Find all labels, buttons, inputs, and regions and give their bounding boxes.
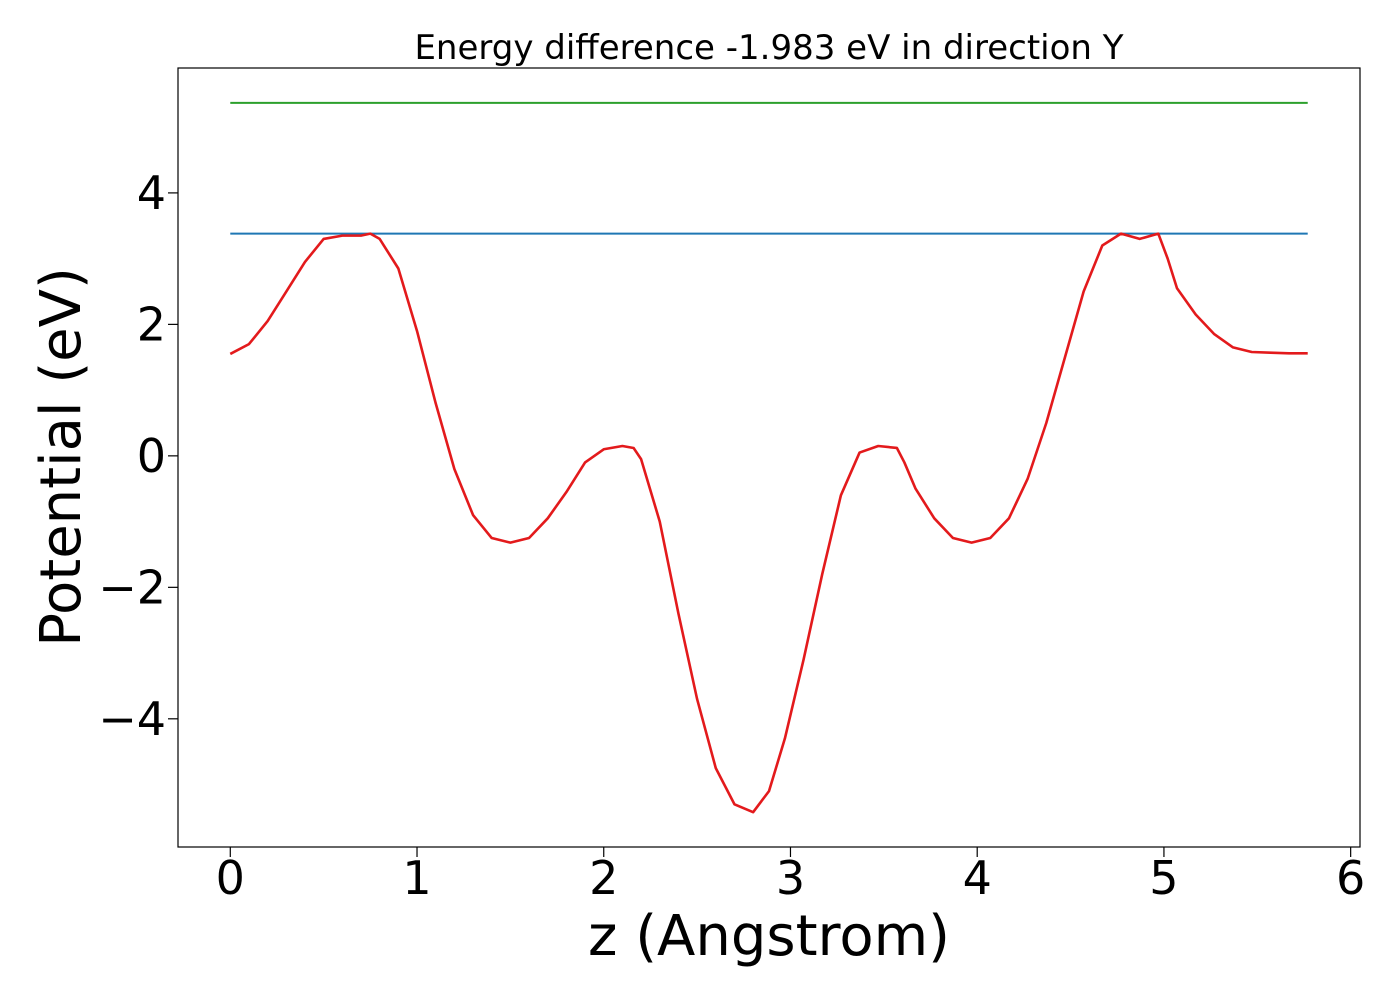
x-tick-label: 4 [963,851,992,905]
x-tick-label: 6 [1336,851,1365,905]
series-line-3 [229,232,1308,814]
x-axis: 0 1 2 3 4 5 6 [216,847,1365,905]
axes-frame [177,67,1361,848]
y-axis-label: Potential (eV) [29,267,94,647]
x-tick-label: 2 [589,851,618,905]
plot-area [229,101,1308,814]
x-tick-label: 1 [402,851,431,905]
y-axis: −4 −2 0 2 4 [98,166,178,746]
y-tick-label: 2 [137,297,166,351]
x-tick-label: 0 [216,851,245,905]
x-tick-label: 3 [776,851,805,905]
x-axis-label: z (Angstrom) [588,904,950,969]
chart-title: Energy difference -1.983 eV in direction… [414,28,1123,68]
y-tick-label: −4 [98,692,166,746]
y-tick-label: 4 [137,166,166,220]
y-tick-label: −2 [98,560,166,614]
x-tick-label: 5 [1149,851,1178,905]
y-tick-label: 0 [137,429,166,483]
